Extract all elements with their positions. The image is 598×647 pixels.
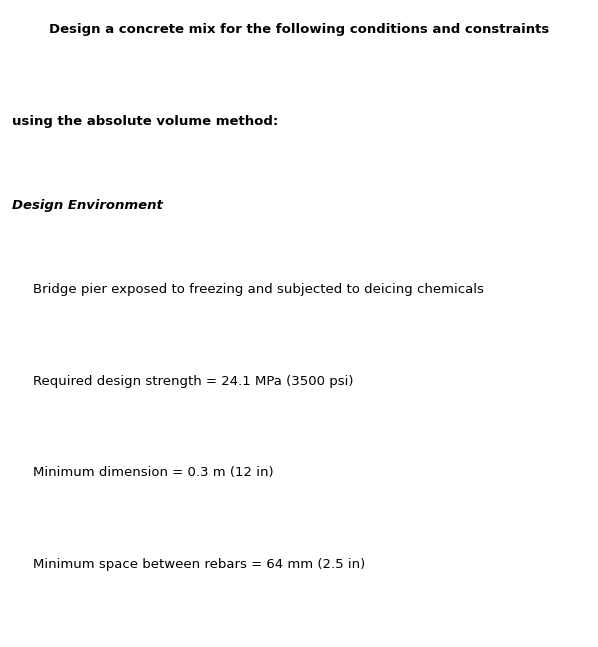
Text: Required design strength = 24.1 MPa (3500 psi): Required design strength = 24.1 MPa (350… bbox=[33, 375, 353, 388]
Text: Bridge pier exposed to freezing and subjected to deicing chemicals: Bridge pier exposed to freezing and subj… bbox=[33, 283, 484, 296]
Text: using the absolute volume method:: using the absolute volume method: bbox=[12, 115, 278, 127]
Text: Design a concrete mix for the following conditions and constraints: Design a concrete mix for the following … bbox=[12, 23, 549, 36]
Text: Design Environment: Design Environment bbox=[12, 199, 163, 212]
Text: Minimum dimension = 0.3 m (12 in): Minimum dimension = 0.3 m (12 in) bbox=[33, 466, 273, 479]
Text: Minimum space between rebars = 64 mm (2.5 in): Minimum space between rebars = 64 mm (2.… bbox=[33, 558, 365, 571]
